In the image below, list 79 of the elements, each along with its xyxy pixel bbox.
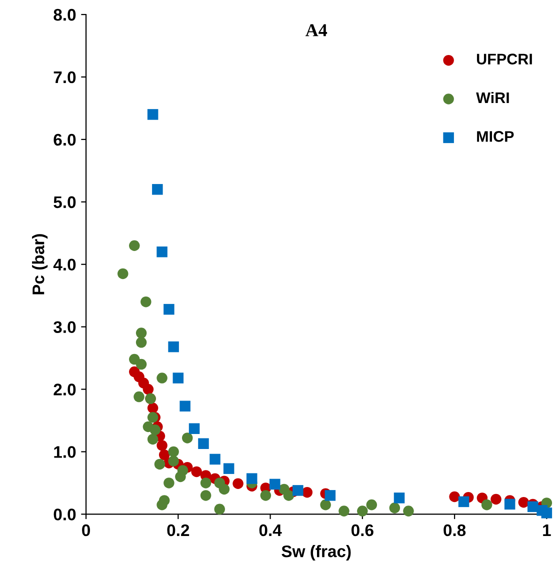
point	[200, 478, 212, 488]
point	[156, 499, 168, 510]
x-tick-label: 1	[543, 524, 551, 536]
point	[156, 440, 168, 451]
point	[142, 384, 154, 395]
point	[270, 478, 280, 490]
y-tick-label: 6.0	[54, 134, 76, 146]
point	[357, 506, 368, 516]
point	[156, 246, 168, 258]
x-tick-label: 0.6	[351, 524, 374, 536]
x-tick-label: 0.2	[167, 524, 190, 536]
point	[172, 372, 184, 384]
point	[283, 490, 294, 501]
point	[449, 491, 460, 502]
x-tick-label: 0.8	[444, 524, 466, 536]
x-axis-title: Sw (frac)	[282, 545, 351, 561]
y-tick-label: 0.0	[54, 508, 76, 520]
legend-label: WiRI	[476, 92, 509, 104]
point	[200, 490, 212, 501]
chart-title: A4	[305, 24, 328, 36]
point	[118, 268, 128, 280]
point	[338, 506, 350, 516]
y-tick-label: 5.0	[54, 196, 76, 208]
point	[154, 458, 166, 470]
y-tick-label: 3.0	[54, 321, 76, 334]
point	[164, 478, 174, 488]
legend-label: UFPCRI	[476, 54, 532, 64]
point	[147, 109, 158, 120]
point	[168, 446, 179, 458]
point	[394, 492, 405, 504]
point	[168, 456, 179, 466]
point	[129, 240, 140, 251]
point	[156, 372, 168, 384]
point	[168, 341, 179, 352]
point	[214, 504, 225, 515]
point	[182, 432, 193, 444]
point	[518, 496, 530, 508]
point	[158, 449, 170, 460]
y-tick-label: 7.0	[54, 71, 76, 84]
y-tick-label: 4.0	[53, 258, 76, 271]
point	[389, 502, 400, 514]
legend-label: MICP	[477, 131, 514, 142]
point	[210, 454, 220, 465]
point	[490, 494, 502, 505]
point	[403, 506, 414, 516]
point	[188, 423, 200, 434]
point	[136, 328, 147, 338]
point	[232, 478, 244, 489]
point	[180, 400, 190, 412]
point	[198, 438, 209, 449]
point	[458, 496, 470, 508]
point	[260, 490, 272, 501]
y-axis-title: Pc (bar)	[32, 234, 48, 294]
point	[292, 485, 304, 496]
point	[481, 499, 492, 510]
point	[134, 391, 144, 402]
point	[150, 424, 160, 436]
y-tick-label: 2.0	[54, 384, 76, 396]
point	[147, 434, 158, 445]
point	[366, 499, 378, 510]
point	[320, 499, 331, 510]
point	[140, 296, 152, 308]
point	[246, 473, 258, 484]
point	[175, 471, 186, 482]
x-tick-label: 0.4	[259, 524, 282, 536]
point	[152, 184, 163, 195]
y-tick-label: 1.0	[54, 446, 76, 458]
point	[136, 337, 147, 348]
point	[541, 508, 552, 518]
y-tick-label: 8.0	[54, 8, 76, 21]
point	[164, 304, 174, 315]
point	[223, 463, 234, 474]
point	[324, 490, 336, 501]
point	[191, 466, 202, 478]
point	[136, 358, 147, 370]
point	[214, 478, 225, 488]
x-tick-label: 0	[82, 524, 90, 536]
point	[147, 412, 158, 423]
point	[504, 498, 516, 510]
